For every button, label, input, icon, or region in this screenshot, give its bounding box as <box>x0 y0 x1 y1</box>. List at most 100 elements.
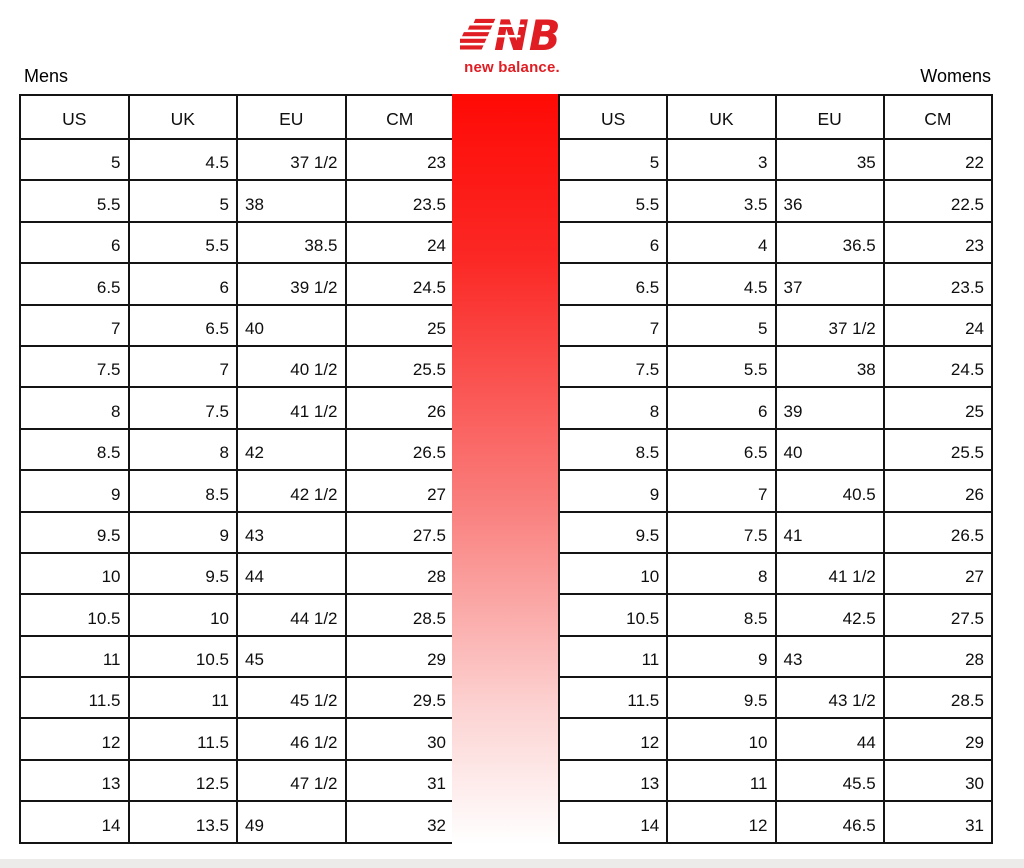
size-cell-cm: 24 <box>344 220 455 265</box>
mens-size-table: US UK EU CM 5 4.5 37 1/2 23 5.5 5 38 23.5 6 5.5 38.5 2… <box>19 94 455 844</box>
size-cell-uk: 5.5 <box>127 220 238 265</box>
size-cell-uk: 4 <box>666 220 777 265</box>
size-row: 8.5 6.5 40 25.5 <box>557 427 994 472</box>
size-cell-uk: 5 <box>127 179 238 223</box>
size-cell-uk: 8.5 <box>666 593 777 637</box>
size-cell-uk: 12 <box>666 800 777 844</box>
size-cell-us: 7 <box>19 303 130 347</box>
size-cell-us: 8 <box>557 386 669 430</box>
size-cell-eu: 42 <box>236 427 347 472</box>
size-cell-uk: 7.5 <box>127 386 238 430</box>
size-cell-us: 13 <box>557 758 669 803</box>
size-cell-eu: 41 <box>774 510 885 554</box>
size-cell-us: 5.5 <box>557 179 669 223</box>
size-row: 12 10 44 29 <box>557 717 994 761</box>
size-cell-eu: 43 <box>236 510 347 554</box>
size-cell-us: 13 <box>19 758 130 803</box>
column-header-eu: EU <box>236 94 347 140</box>
size-cell-cm: 26 <box>882 469 994 513</box>
size-cell-uk: 8 <box>666 551 777 596</box>
size-row: 7.5 7 40 1/2 25.5 <box>19 344 455 389</box>
size-cell-us: 7.5 <box>19 344 130 389</box>
size-cell-uk: 11 <box>127 676 238 720</box>
size-row: 13 12.5 47 1/2 31 <box>19 758 455 803</box>
size-row: 9 7 40.5 26 <box>557 469 994 513</box>
size-cell-us: 5.5 <box>19 179 130 223</box>
size-row: 11.5 9.5 43 1/2 28.5 <box>557 676 994 720</box>
size-cell-uk: 7 <box>666 469 777 513</box>
size-cell-us: 6 <box>557 220 669 265</box>
size-row: 6.5 4.5 37 23.5 <box>557 262 994 306</box>
size-row: 14 12 46.5 31 <box>557 800 994 844</box>
size-cell-us: 9.5 <box>557 510 669 554</box>
size-cell-eu: 37 <box>774 262 885 306</box>
size-row: 14 13.5 49 32 <box>19 800 455 844</box>
mens-table-header: US UK EU CM <box>19 94 455 140</box>
size-cell-uk: 9 <box>127 510 238 554</box>
size-cell-cm: 27.5 <box>344 510 455 554</box>
size-row: 11 10.5 45 29 <box>19 634 455 679</box>
size-cell-uk: 6 <box>127 262 238 306</box>
size-cell-eu: 43 1/2 <box>774 676 885 720</box>
size-cell-us: 10.5 <box>19 593 130 637</box>
size-cell-cm: 27 <box>344 469 455 513</box>
size-cell-eu: 46.5 <box>774 800 885 844</box>
size-cell-cm: 25.5 <box>882 427 994 472</box>
size-cell-eu: 38 <box>774 344 885 389</box>
size-cell-eu: 40 <box>236 303 347 347</box>
size-cell-eu: 39 <box>774 386 885 430</box>
size-cell-eu: 44 <box>774 717 885 761</box>
column-header-cm: CM <box>344 94 455 140</box>
size-cell-us: 7.5 <box>557 344 669 389</box>
column-header-uk: UK <box>666 94 777 140</box>
size-cell-us: 14 <box>557 800 669 844</box>
size-cell-cm: 25.5 <box>344 344 455 389</box>
mens-table-title: Mens <box>24 66 69 86</box>
size-row: 5.5 3.5 36 22.5 <box>557 179 994 223</box>
size-cell-cm: 27.5 <box>882 593 994 637</box>
size-cell-uk: 11.5 <box>127 717 238 761</box>
size-cell-cm: 30 <box>344 717 455 761</box>
size-row: 7 5 37 1/2 24 <box>557 303 994 347</box>
size-cell-uk: 6.5 <box>666 427 777 472</box>
size-cell-uk: 9 <box>666 634 777 679</box>
size-cell-uk: 9.5 <box>666 676 777 720</box>
size-row: 11.5 11 45 1/2 29.5 <box>19 676 455 720</box>
size-row: 11 9 43 28 <box>557 634 994 679</box>
size-cell-eu: 38.5 <box>236 220 347 265</box>
size-row: 5 3 35 22 <box>557 137 994 182</box>
size-cell-eu: 49 <box>236 800 347 844</box>
new-balance-logo: NB new balance. <box>432 10 592 80</box>
size-cell-us: 8.5 <box>557 427 669 472</box>
size-cell-cm: 26.5 <box>882 510 994 554</box>
size-cell-cm: 25 <box>344 303 455 347</box>
size-cell-us: 6.5 <box>557 262 669 306</box>
size-cell-us: 5 <box>19 137 130 182</box>
size-cell-uk: 6 <box>666 386 777 430</box>
size-cell-us: 6 <box>19 220 130 265</box>
size-row: 10.5 8.5 42.5 27.5 <box>557 593 994 637</box>
size-row: 6 5.5 38.5 24 <box>19 220 455 265</box>
size-cell-cm: 29 <box>344 634 455 679</box>
size-cell-uk: 4.5 <box>127 137 238 182</box>
size-cell-eu: 36 <box>774 179 885 223</box>
size-cell-us: 10 <box>557 551 669 596</box>
nb-monogram-icon: NB <box>460 11 561 58</box>
mens-table-body: 5 4.5 37 1/2 23 5.5 5 38 23.5 6 5.5 38.5 24 6.5 6 39 1… <box>19 137 455 844</box>
size-row: 6.5 6 39 1/2 24.5 <box>19 262 455 306</box>
red-gradient-stripe <box>452 94 558 844</box>
size-cell-eu: 40 <box>774 427 885 472</box>
size-cell-eu: 37 1/2 <box>236 137 347 182</box>
size-cell-eu: 39 1/2 <box>236 262 347 306</box>
size-cell-cm: 23 <box>882 220 994 265</box>
column-header-us: US <box>19 94 130 140</box>
brand-wordmark: new balance. <box>464 59 560 76</box>
size-cell-uk: 11 <box>666 758 777 803</box>
size-cell-eu: 38 <box>236 179 347 223</box>
size-row: 8.5 8 42 26.5 <box>19 427 455 472</box>
size-cell-eu: 36.5 <box>774 220 885 265</box>
size-cell-cm: 26.5 <box>344 427 455 472</box>
size-row: 5 4.5 37 1/2 23 <box>19 137 455 182</box>
size-cell-cm: 29.5 <box>344 676 455 720</box>
